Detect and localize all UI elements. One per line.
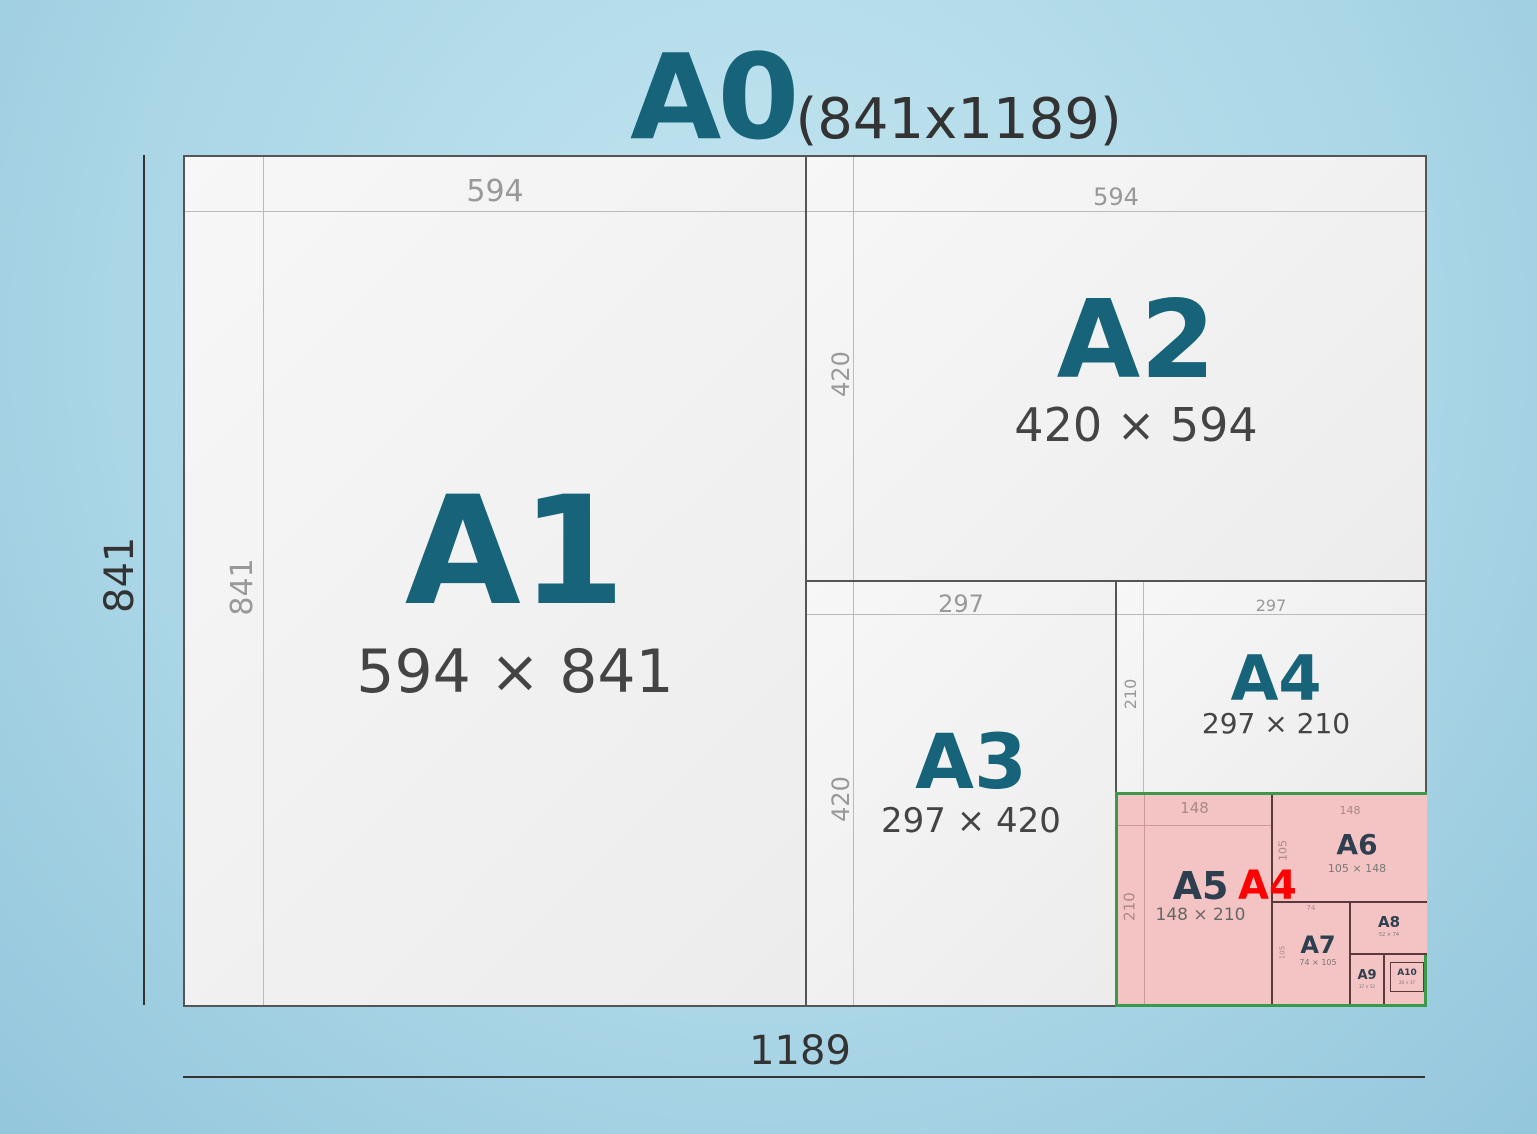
- sheet-a4: 297 210 A4 297 × 210: [1115, 580, 1427, 795]
- a9-size: 37 × 52: [1358, 984, 1376, 989]
- a6-title: A6: [1336, 828, 1378, 861]
- a9-title: A9: [1357, 968, 1377, 983]
- diagram-title: A0(841x1189): [630, 28, 1122, 166]
- outer-height-label: 841: [97, 536, 143, 613]
- a4-size: 297 × 210: [1201, 707, 1351, 740]
- width-arrow: [183, 1076, 1425, 1078]
- a5-width: 148: [1180, 799, 1209, 817]
- a10-title: A10: [1397, 968, 1417, 978]
- a2-title: A2: [1056, 278, 1216, 403]
- a1-width: 594: [466, 174, 524, 209]
- a8-title: A8: [1377, 913, 1401, 931]
- a0-label: A0: [630, 28, 799, 166]
- a10-size: 26 × 37: [1398, 980, 1416, 985]
- a5-size: 148 × 210: [1155, 905, 1246, 925]
- a7-width: 74: [1306, 904, 1316, 912]
- a7-size: 74 × 105: [1299, 958, 1337, 967]
- a1-title: A1: [404, 465, 626, 639]
- sheet-a2: 594 420 A2 420 × 594: [805, 155, 1427, 582]
- a1-size: 594 × 841: [356, 637, 674, 707]
- sheet-a5: 148 210 A5 148 × 210: [1118, 795, 1273, 1004]
- sheet-a10: A10 26 × 37: [1390, 962, 1424, 992]
- a6-size: 105 × 148: [1327, 862, 1387, 875]
- a3-width: 297: [938, 590, 984, 618]
- a4-highlight-label: A4: [1238, 863, 1297, 909]
- sheet-a1: 594 841 A1 594 × 841: [183, 155, 807, 1007]
- a3-title: A3: [915, 717, 1027, 806]
- a7-title: A7: [1300, 931, 1336, 959]
- a2-width: 594: [1093, 183, 1139, 211]
- a5-title: A5: [1172, 864, 1229, 908]
- a4-title: A4: [1230, 642, 1322, 715]
- sheet-a8: A8 52 × 74: [1351, 903, 1427, 955]
- sheet-a7: 74 105 A7 74 × 105: [1273, 903, 1351, 1004]
- outer-width-label: 1189: [749, 1028, 851, 1074]
- a6-width: 148: [1339, 804, 1361, 817]
- a0-size: (841x1189): [795, 87, 1122, 152]
- sheet-a3: 297 420 A3 297 × 420: [805, 580, 1117, 1007]
- sheet-a6: 148 105 A6 105 × 148: [1273, 795, 1427, 903]
- a4-highlight-region: 148 210 A5 148 × 210 148 105 A6 105 × 14…: [1115, 792, 1427, 1007]
- a8-size: 52 × 74: [1378, 932, 1400, 938]
- a4-width: 297: [1255, 596, 1287, 615]
- a3-size: 297 × 420: [881, 801, 1061, 841]
- sheet-a9: A9 37 × 52: [1351, 955, 1385, 1004]
- height-arrow: [143, 155, 145, 1005]
- a2-size: 420 × 594: [1014, 398, 1258, 452]
